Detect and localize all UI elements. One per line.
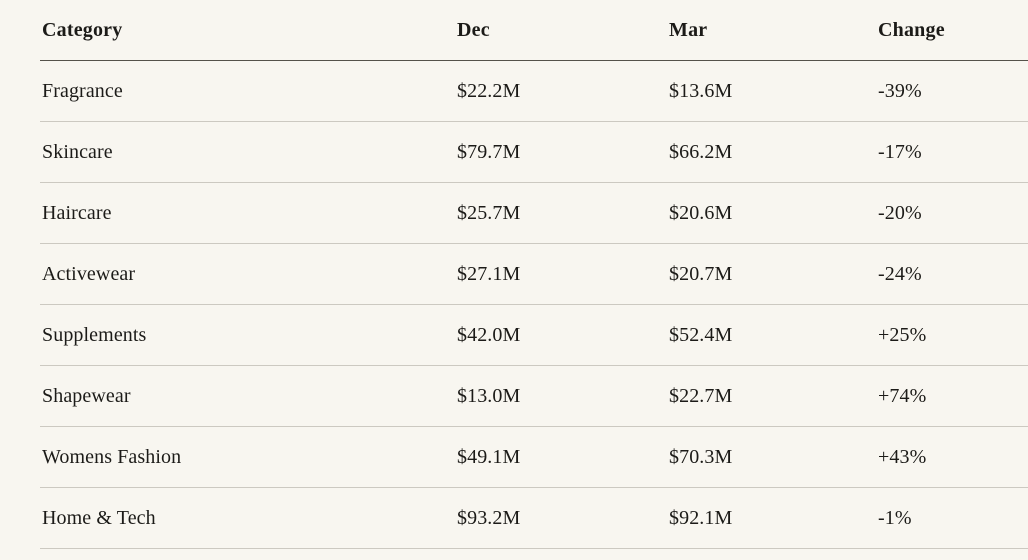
cell-change: -24% [878,263,922,285]
table-row: Shapewear $13.0M $22.7M +74% [40,366,1028,427]
table-row: Activewear $27.1M $20.7M -24% [40,244,1028,305]
table-row: Fragrance $22.2M $13.6M -39% [40,61,1028,122]
cell-mar: $92.1M [669,507,733,529]
table-row: Home & Tech $93.2M $92.1M -1% [40,488,1028,549]
column-header-dec: Dec [457,19,490,41]
table-row: Supplements $42.0M $52.4M +25% [40,305,1028,366]
cell-mar: $22.7M [669,385,733,407]
cell-mar: $13.6M [669,80,733,102]
cell-dec: $93.2M [457,507,521,529]
cell-mar: $20.7M [669,263,733,285]
table-row: Skincare $79.7M $66.2M -17% [40,122,1028,183]
cell-change: +25% [878,324,927,346]
cell-category: Activewear [42,263,136,285]
cell-category: Skincare [42,141,113,163]
cell-category: Haircare [42,202,112,224]
column-header-change: Change [878,19,945,41]
cell-mar: $70.3M [669,446,733,468]
cell-category: Shapewear [42,385,131,407]
cell-category: Womens Fashion [42,446,182,468]
cell-dec: $22.2M [457,80,521,102]
cell-change: -20% [878,202,922,224]
cell-mar: $52.4M [669,324,733,346]
table-row: Haircare $25.7M $20.6M -20% [40,183,1028,244]
cell-change: -1% [878,507,912,529]
cell-dec: $42.0M [457,324,521,346]
table-header-row: Category Dec Mar Change [40,0,1028,61]
cell-dec: $27.1M [457,263,521,285]
column-header-category: Category [42,19,123,41]
cell-change: -39% [878,80,922,102]
category-sales-table: Category Dec Mar Change Fragrance $22.2M… [40,0,1028,549]
cell-category: Fragrance [42,80,123,102]
cell-change: +43% [878,446,927,468]
cell-category: Supplements [42,324,147,346]
cell-change: -17% [878,141,922,163]
table-row: Womens Fashion $49.1M $70.3M +43% [40,427,1028,488]
cell-dec: $79.7M [457,141,521,163]
cell-category: Home & Tech [42,507,156,529]
cell-mar: $66.2M [669,141,733,163]
cell-mar: $20.6M [669,202,733,224]
column-header-mar: Mar [669,19,708,41]
cell-dec: $25.7M [457,202,521,224]
cell-dec: $13.0M [457,385,521,407]
cell-change: +74% [878,385,927,407]
cell-dec: $49.1M [457,446,521,468]
